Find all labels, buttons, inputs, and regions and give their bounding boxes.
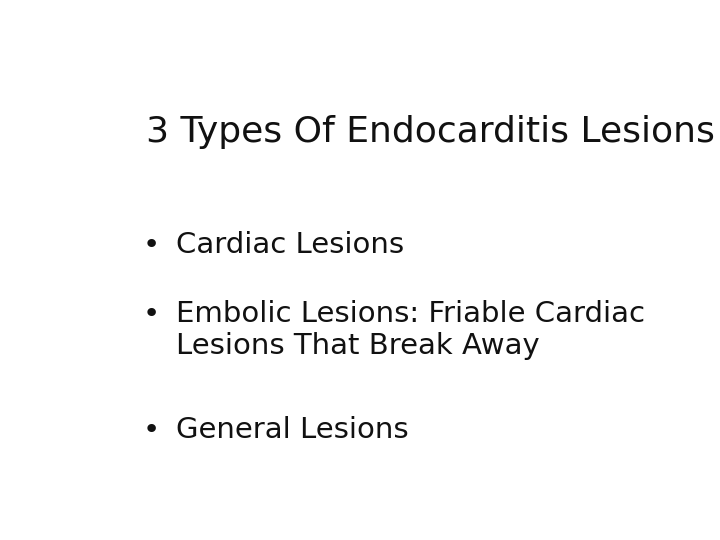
Text: General Lesions: General Lesions [176, 416, 409, 444]
Text: •: • [143, 300, 161, 328]
Text: Embolic Lesions: Friable Cardiac
Lesions That Break Away: Embolic Lesions: Friable Cardiac Lesions… [176, 300, 646, 360]
Text: •: • [143, 231, 161, 259]
Text: Cardiac Lesions: Cardiac Lesions [176, 231, 405, 259]
Text: 3 Types Of Endocarditis Lesions: 3 Types Of Endocarditis Lesions [145, 114, 715, 148]
Text: •: • [143, 416, 161, 444]
